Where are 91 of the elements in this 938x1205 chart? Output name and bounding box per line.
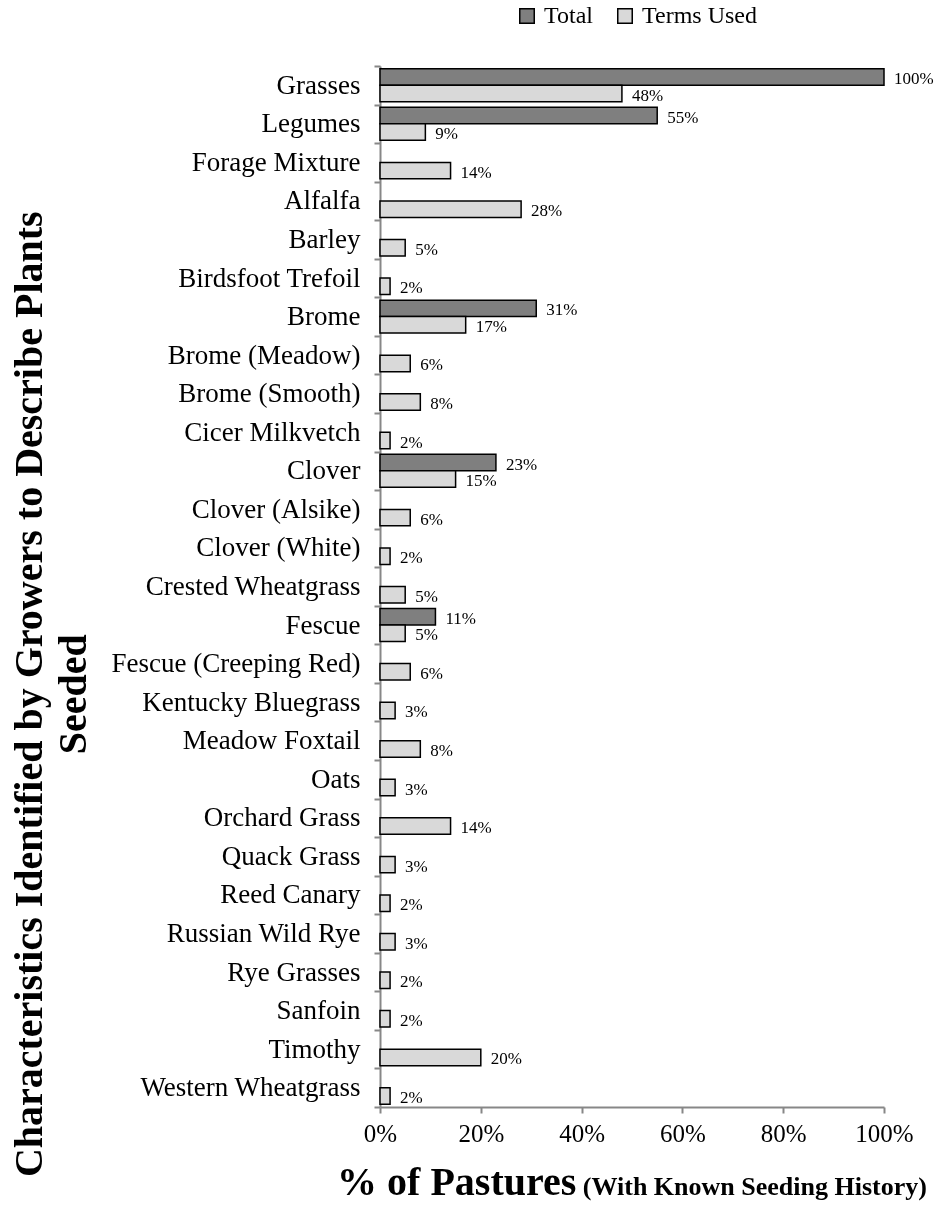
data-label: 48%: [631, 85, 664, 105]
data-label: 9%: [435, 124, 459, 144]
y-tick-label: Legumes: [261, 108, 361, 139]
bar: [379, 1086, 391, 1105]
y-tick-label: Forage Mixture: [191, 146, 361, 177]
bar: [379, 739, 422, 758]
y-tick-label: Barley: [288, 224, 361, 254]
data-label: 8%: [430, 393, 453, 413]
data-label: 5%: [415, 239, 438, 259]
data-label: 5%: [415, 625, 438, 645]
y-tick-label: Brome (Smooth): [178, 378, 361, 409]
bar: [379, 161, 452, 180]
data-label: 2%: [400, 895, 423, 915]
data-label: 2%: [400, 548, 423, 568]
bar: [379, 662, 411, 681]
bar: [379, 971, 391, 990]
y-tick-label: Meadow Foxtail: [182, 725, 361, 756]
y-tick-label: Western Wheatgrass: [140, 1072, 361, 1103]
y-tick-label: Orchard Grass: [203, 802, 361, 833]
bar: [379, 855, 396, 874]
y-tick-label: Birdsfoot Trefoil: [178, 262, 361, 293]
data-label: 23%: [505, 454, 538, 474]
x-tick-label: 100%: [855, 1119, 914, 1147]
y-tick-label: Brome (Meadow): [167, 339, 361, 370]
data-label: 2%: [400, 972, 423, 992]
data-label: 8%: [430, 740, 453, 760]
bar: [379, 817, 452, 836]
data-label: 3%: [405, 856, 428, 876]
y-tick-label: Rye Grasses: [227, 956, 361, 987]
data-label: 15%: [465, 471, 497, 491]
data-label: 3%: [405, 702, 428, 722]
bar: [379, 1009, 391, 1028]
data-label: 3%: [405, 933, 428, 953]
y-tick-label: Clover (Alsike): [191, 493, 361, 524]
data-label: 5%: [415, 586, 438, 606]
data-label: 2%: [400, 1010, 423, 1030]
bar: [379, 431, 391, 450]
y-tick-label: Fescue (Creeping Red): [111, 648, 361, 679]
bar: [379, 701, 396, 720]
data-label: 31%: [546, 300, 578, 320]
data-label: 14%: [460, 818, 492, 838]
data-label: 14%: [460, 162, 492, 182]
y-tick-label: Grasses: [276, 69, 361, 100]
bar: [379, 508, 411, 527]
y-tick-label: Clover: [287, 455, 361, 486]
data-label: 17%: [475, 316, 507, 336]
data-label: 100%: [894, 69, 934, 89]
legend-label: Terms Used: [642, 2, 757, 28]
data-label: 20%: [490, 1049, 522, 1069]
y-tick-label: Crested Wheatgrass: [145, 571, 361, 601]
x-tick-label: 0%: [363, 1119, 398, 1147]
y-tick-label: Alfalfa: [284, 185, 361, 216]
y-tick-label: Fescue: [285, 609, 361, 640]
data-label: 2%: [400, 432, 423, 452]
y-axis-title: Characteristics Identified by Growers to Describe Plants Seeded: [5, 211, 95, 1178]
y-tick-label: Brome: [287, 301, 361, 332]
x-tick-label: 20%: [458, 1119, 505, 1147]
y-tick-label: Cicer Milkvetch: [184, 416, 361, 447]
y-tick-label: Oats: [311, 763, 361, 794]
bar: [379, 392, 422, 411]
y-tick-label: Quack Grass: [221, 840, 361, 871]
y-tick-label: Reed Canary: [220, 879, 361, 910]
bar: [379, 1048, 482, 1067]
x-tick-label: 40%: [559, 1119, 606, 1147]
data-label: 6%: [420, 509, 443, 529]
bar: [379, 277, 391, 296]
bar: [379, 585, 406, 604]
y-tick-label: Clover (White): [196, 532, 361, 563]
bar: [379, 932, 396, 951]
data-label: 2%: [400, 278, 423, 298]
bar: [379, 778, 396, 797]
bar: [379, 200, 522, 219]
data-label: 6%: [420, 355, 443, 375]
bar: [379, 238, 406, 257]
y-tick-label: Kentucky Bluegrass: [142, 686, 361, 717]
x-tick-label: 60%: [659, 1119, 706, 1147]
bar: [379, 547, 391, 566]
data-label: 6%: [420, 663, 443, 683]
y-tick-label: Timothy: [268, 1033, 361, 1064]
data-label: 28%: [531, 201, 563, 221]
y-tick-label: Sanfoin: [276, 995, 361, 1026]
data-label: 55%: [667, 107, 699, 127]
data-label: 2%: [400, 1087, 423, 1107]
bar: [379, 354, 411, 373]
legend-label: Total: [544, 2, 594, 28]
data-label: 11%: [445, 608, 476, 628]
bar: [379, 894, 391, 913]
x-axis-title: % of Pastures (With Known Seeding History): [337, 1159, 927, 1204]
data-label: 3%: [405, 779, 428, 799]
y-tick-label: Russian Wild Rye: [166, 918, 361, 948]
x-tick-label: 80%: [760, 1119, 807, 1147]
